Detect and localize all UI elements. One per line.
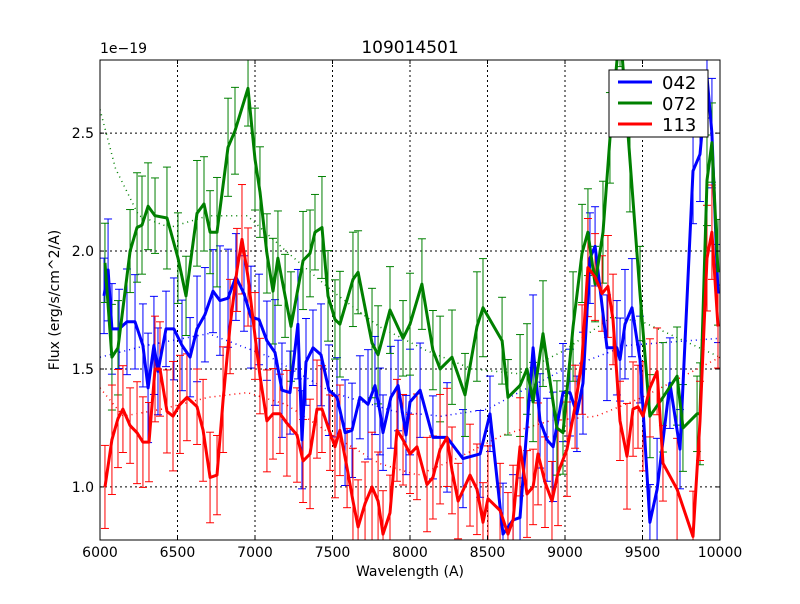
- y-axis-label: Flux (erg/s/cm^2/A): [47, 230, 63, 370]
- legend-label-072: 072: [662, 94, 696, 115]
- legend-label-113: 113: [662, 115, 696, 136]
- y-tick-label: 2.0: [72, 244, 94, 260]
- y-tick-label: 2.5: [72, 126, 94, 142]
- x-tick-label: 8000: [392, 545, 428, 561]
- x-tick-label: 10000: [698, 545, 743, 561]
- x-tick-label: 6000: [82, 545, 118, 561]
- y-offset-label: 1e−19: [100, 41, 147, 57]
- x-tick-label: 9000: [547, 545, 583, 561]
- chart-title: 109014501: [361, 38, 458, 58]
- x-tick-label: 7000: [237, 545, 273, 561]
- legend-label-042: 042: [662, 73, 696, 94]
- x-tick-label: 8500: [470, 545, 506, 561]
- y-tick-label: 1.5: [72, 362, 94, 378]
- error-bar-072: [616, 0, 624, 67]
- x-axis-label: Wavelength (A): [356, 564, 464, 580]
- x-tick-label: 7500: [315, 545, 351, 561]
- y-tick-label: 1.0: [72, 480, 94, 496]
- x-tick-label: 6500: [160, 545, 196, 561]
- x-tick-label: 9500: [625, 545, 661, 561]
